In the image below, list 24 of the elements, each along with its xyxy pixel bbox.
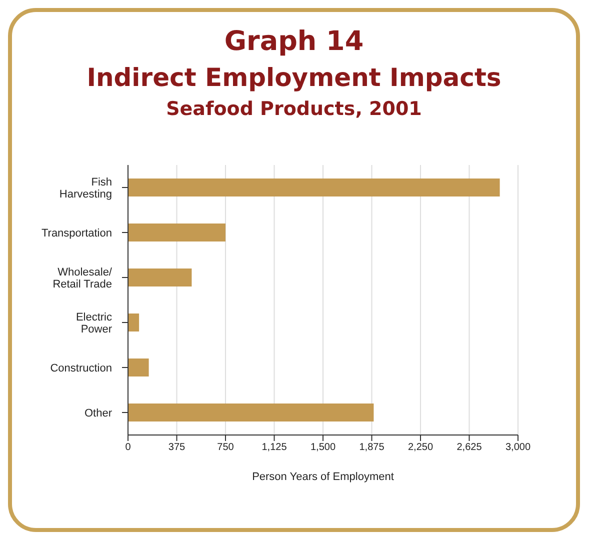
chart-title: Graph 14 bbox=[223, 26, 365, 57]
x-tick-label: 375 bbox=[168, 442, 186, 454]
x-tick-label: 2,625 bbox=[456, 442, 482, 454]
x-tick-label: 750 bbox=[217, 442, 234, 454]
x-axis-title: Person Years of Employment bbox=[252, 471, 394, 483]
bar bbox=[128, 404, 374, 422]
y-tick-label: Fish Harvesting bbox=[59, 176, 112, 200]
x-tick-label: 1,875 bbox=[359, 442, 385, 454]
y-tick-label: Transportation bbox=[41, 228, 112, 240]
x-tick-label: 0 bbox=[125, 442, 132, 454]
bar bbox=[128, 268, 192, 286]
y-tick-label: Electric Power bbox=[76, 312, 112, 336]
bar bbox=[128, 178, 500, 196]
bar bbox=[128, 224, 226, 242]
bar bbox=[128, 314, 140, 332]
y-tick-label: Construction bbox=[50, 362, 112, 374]
bar bbox=[128, 358, 149, 376]
y-tick-label: Other bbox=[84, 408, 112, 420]
chart-subtitle: Indirect Employment Impacts Seafood Products, 2001 bbox=[86, 63, 502, 120]
y-tick-label: Wholesale/ Retail Trade bbox=[52, 266, 113, 290]
x-tick-label: 3,000 bbox=[505, 442, 531, 454]
x-tick-label: 2,250 bbox=[408, 442, 434, 454]
x-tick-label: 1,500 bbox=[310, 442, 336, 454]
x-tick-label: 1,125 bbox=[262, 442, 288, 454]
